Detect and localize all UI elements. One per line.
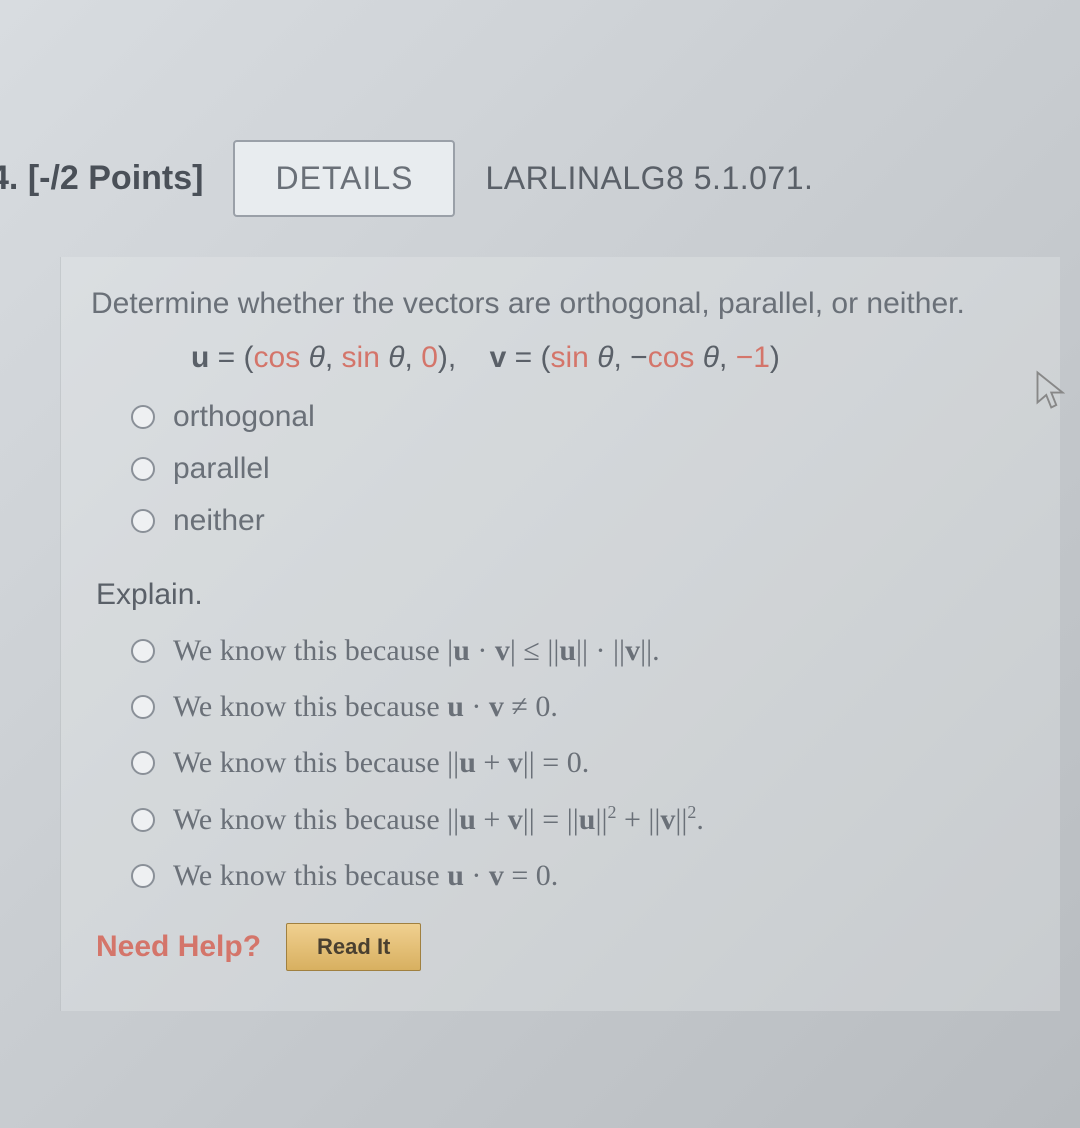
question-container: Determine whether the vectors are orthog… [60,257,1060,1011]
question-header: 4. [-/2 Points] DETAILS LARLINALG8 5.1.0… [0,0,1080,247]
vector-equations: u = (cos θ, sin θ, 0), v = (sin θ, −cos … [191,341,1040,375]
explain-option-2[interactable]: We know this because u · v ≠ 0. [131,690,1040,724]
explain-option-5[interactable]: We know this because u · v = 0. [131,859,1040,893]
answer-options: orthogonal parallel neither [131,400,1040,538]
radio-icon[interactable] [131,639,155,663]
option-neither[interactable]: neither [131,504,1040,538]
option-label: We know this because u · v = 0. [173,859,558,893]
need-help-label: Need Help? [96,930,261,964]
read-it-button[interactable]: Read It [286,923,421,971]
option-label: We know this because ||u + v|| = 0. [173,746,589,780]
option-label: neither [173,504,265,538]
radio-icon[interactable] [131,405,155,429]
option-label: We know this because |u · v| ≤ ||u|| · |… [173,634,660,668]
help-row: Need Help? Read It [96,923,1040,971]
radio-icon[interactable] [131,864,155,888]
radio-icon[interactable] [131,695,155,719]
option-parallel[interactable]: parallel [131,452,1040,486]
explain-option-3[interactable]: We know this because ||u + v|| = 0. [131,746,1040,780]
radio-icon[interactable] [131,509,155,533]
mouse-cursor-icon [1035,370,1065,410]
details-button[interactable]: DETAILS [233,140,455,217]
option-label: We know this because u · v ≠ 0. [173,690,558,724]
option-label: parallel [173,452,270,486]
radio-icon[interactable] [131,751,155,775]
option-label: orthogonal [173,400,315,434]
option-orthogonal[interactable]: orthogonal [131,400,1040,434]
explain-options: We know this because |u · v| ≤ ||u|| · |… [131,634,1040,893]
explain-option-1[interactable]: We know this because |u · v| ≤ ||u|| · |… [131,634,1040,668]
question-prompt: Determine whether the vectors are orthog… [91,287,1040,321]
radio-icon[interactable] [131,808,155,832]
radio-icon[interactable] [131,457,155,481]
explain-option-4[interactable]: We know this because ||u + v|| = ||u||2 … [131,802,1040,837]
explain-label: Explain. [96,578,1040,612]
question-number: 4. [-/2 Points] [0,159,203,198]
reference-code: LARLINALG8 5.1.071. [485,160,813,197]
option-label: We know this because ||u + v|| = ||u||2 … [173,802,704,837]
